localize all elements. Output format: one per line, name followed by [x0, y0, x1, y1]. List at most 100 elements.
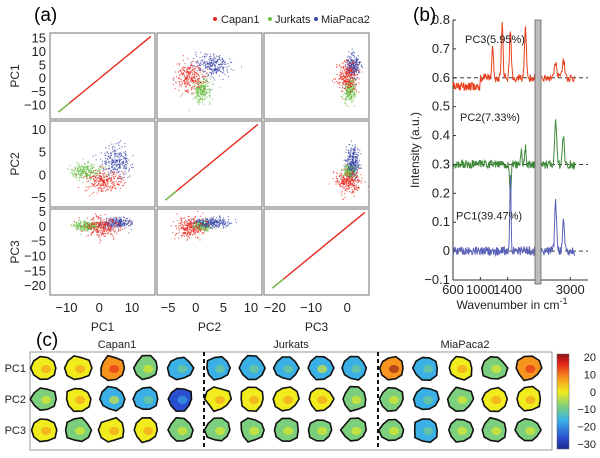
point-jurkats: [348, 170, 350, 172]
point-capan1: [206, 220, 208, 222]
point-jurkats: [346, 174, 348, 176]
point-jurkats: [96, 170, 98, 172]
point-jurkats: [347, 166, 349, 168]
point-miapaca2: [221, 63, 223, 65]
point-miapaca2: [194, 66, 196, 68]
point-capan1: [346, 68, 348, 70]
point-miapaca2: [212, 58, 214, 60]
point-capan1: [350, 85, 352, 87]
point-capan1: [351, 174, 353, 176]
point-jurkats: [349, 89, 351, 91]
point-capan1: [346, 190, 348, 192]
point-miapaca2: [215, 65, 217, 67]
point-miapaca2: [225, 224, 227, 226]
point-miapaca2: [119, 162, 121, 164]
point-capan1: [186, 238, 188, 240]
point-miapaca2: [355, 161, 357, 163]
point-capan1: [124, 228, 126, 230]
point-jurkats: [353, 91, 355, 93]
point-jurkats: [95, 226, 97, 228]
point-capan1: [111, 175, 113, 177]
point-capan1: [94, 176, 96, 178]
point-miapaca2: [222, 61, 224, 63]
point-miapaca2: [352, 63, 354, 65]
point-miapaca2: [221, 61, 223, 63]
point-capan1: [346, 80, 348, 82]
point-capan1: [340, 173, 342, 175]
point-miapaca2: [121, 161, 123, 163]
point-jurkats: [354, 175, 356, 177]
point-miapaca2: [356, 58, 358, 60]
point-capan1: [128, 225, 130, 227]
point-capan1: [355, 84, 357, 86]
point-miapaca2: [195, 225, 197, 227]
point-miapaca2: [354, 168, 356, 170]
point-capan1: [351, 180, 353, 182]
point-capan1: [351, 183, 353, 185]
point-miapaca2: [210, 62, 212, 64]
point-miapaca2: [357, 167, 359, 169]
point-capan1: [101, 224, 103, 226]
point-miapaca2: [202, 220, 204, 222]
point-miapaca2: [351, 148, 353, 150]
point-capan1: [347, 186, 349, 188]
point-capan1: [197, 227, 199, 229]
point-jurkats: [209, 90, 211, 92]
point-capan1: [96, 175, 98, 177]
point-capan1: [92, 231, 94, 233]
point-capan1: [189, 223, 191, 225]
point-jurkats: [199, 87, 201, 89]
point-miapaca2: [353, 70, 355, 72]
point-jurkats: [203, 91, 205, 93]
point-miapaca2: [200, 69, 202, 71]
point-miapaca2: [213, 216, 215, 218]
point-jurkats: [203, 85, 205, 87]
point-jurkats: [200, 92, 202, 94]
point-jurkats: [351, 102, 353, 104]
point-jurkats: [196, 93, 198, 95]
point-jurkats: [350, 92, 352, 94]
point-capan1: [332, 178, 334, 180]
point-capan1: [352, 88, 354, 90]
point-capan1: [119, 226, 121, 228]
point-miapaca2: [117, 217, 119, 219]
point-miapaca2: [198, 221, 200, 223]
point-miapaca2: [109, 225, 111, 227]
point-capan1: [183, 70, 185, 72]
point-capan1: [195, 72, 197, 74]
point-jurkats: [82, 230, 84, 232]
point-miapaca2: [122, 156, 124, 158]
point-jurkats: [201, 86, 203, 88]
point-capan1: [104, 182, 106, 184]
point-miapaca2: [224, 61, 226, 63]
point-miapaca2: [122, 161, 124, 163]
point-miapaca2: [210, 72, 212, 74]
point-capan1: [345, 182, 347, 184]
point-miapaca2: [120, 225, 122, 227]
point-capan1: [178, 232, 180, 234]
point-capan1: [339, 71, 341, 73]
point-jurkats: [89, 222, 91, 224]
point-capan1: [196, 227, 198, 229]
point-capan1: [340, 74, 342, 76]
point-jurkats: [98, 165, 100, 167]
point-capan1: [352, 61, 354, 63]
point-jurkats: [92, 165, 94, 167]
point-miapaca2: [227, 216, 229, 218]
point-capan1: [107, 179, 109, 181]
point-capan1: [108, 224, 110, 226]
point-capan1: [348, 179, 350, 181]
points: [331, 48, 364, 107]
point-miapaca2: [131, 221, 133, 223]
point-jurkats: [79, 167, 81, 169]
point-miapaca2: [355, 177, 357, 179]
point-jurkats: [88, 161, 90, 163]
point-miapaca2: [124, 161, 126, 163]
point-miapaca2: [356, 171, 358, 173]
point-capan1: [198, 228, 200, 230]
point-jurkats: [203, 230, 205, 232]
point-capan1: [94, 223, 96, 225]
point-miapaca2: [351, 63, 353, 65]
point-capan1: [189, 72, 191, 74]
point-capan1: [197, 237, 199, 239]
